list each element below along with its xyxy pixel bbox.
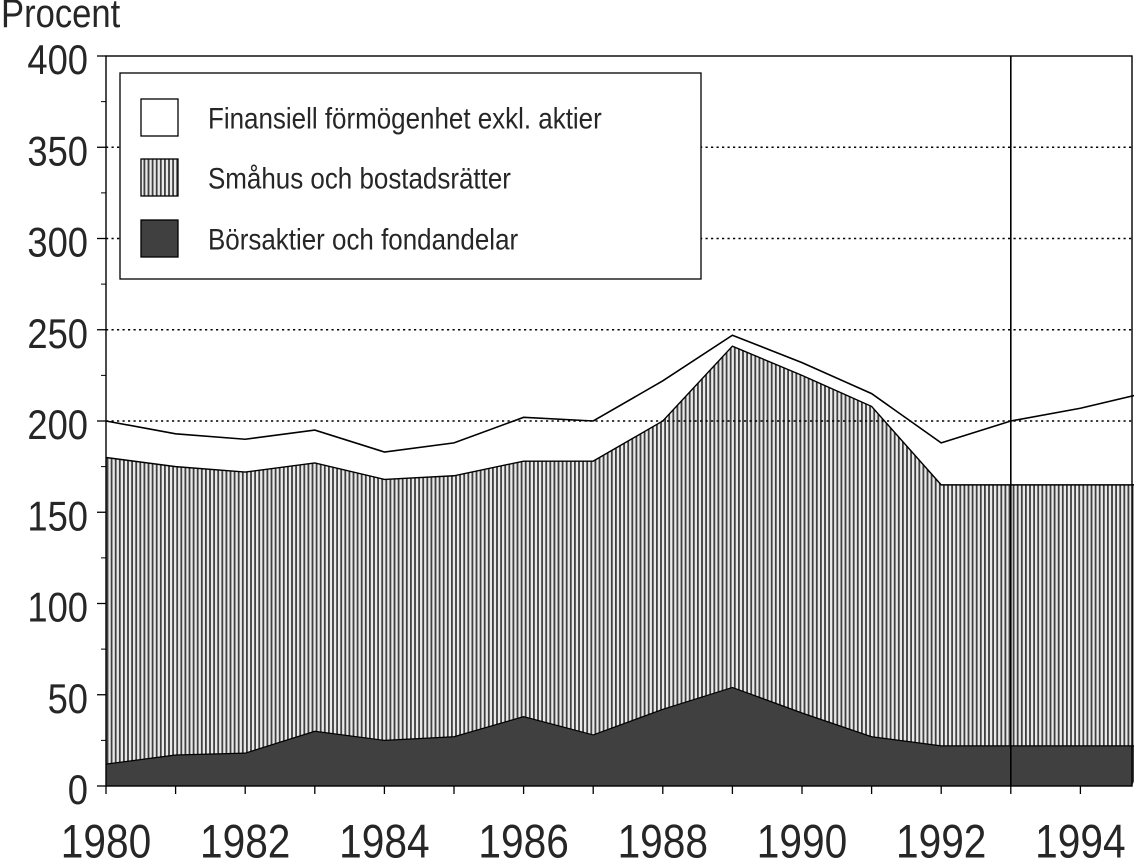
svg-text:1994: 1994 [1035,814,1125,860]
svg-text:1986: 1986 [478,814,568,860]
svg-text:400: 400 [27,36,88,83]
svg-text:50: 50 [48,675,88,722]
svg-text:0: 0 [68,766,88,813]
svg-text:1988: 1988 [618,814,708,860]
svg-text:250: 250 [27,310,88,357]
svg-text:Börsaktier och fondandelar: Börsaktier och fondandelar [208,224,518,257]
svg-text:1990: 1990 [757,814,847,860]
svg-text:350: 350 [27,127,88,174]
svg-text:1992: 1992 [896,814,986,860]
svg-text:150: 150 [27,492,88,539]
svg-text:Finansiell förmögenhet exkl. a: Finansiell förmögenhet exkl. aktier [208,103,602,136]
svg-text:300: 300 [27,219,88,266]
svg-text:Procent: Procent [1,0,120,36]
svg-text:1980: 1980 [61,814,151,860]
svg-text:200: 200 [27,401,88,448]
svg-text:1982: 1982 [200,814,290,860]
svg-text:1984: 1984 [339,814,429,860]
svg-text:100: 100 [27,584,88,631]
svg-text:Småhus och bostadsrätter: Småhus och bostadsrätter [208,163,511,196]
